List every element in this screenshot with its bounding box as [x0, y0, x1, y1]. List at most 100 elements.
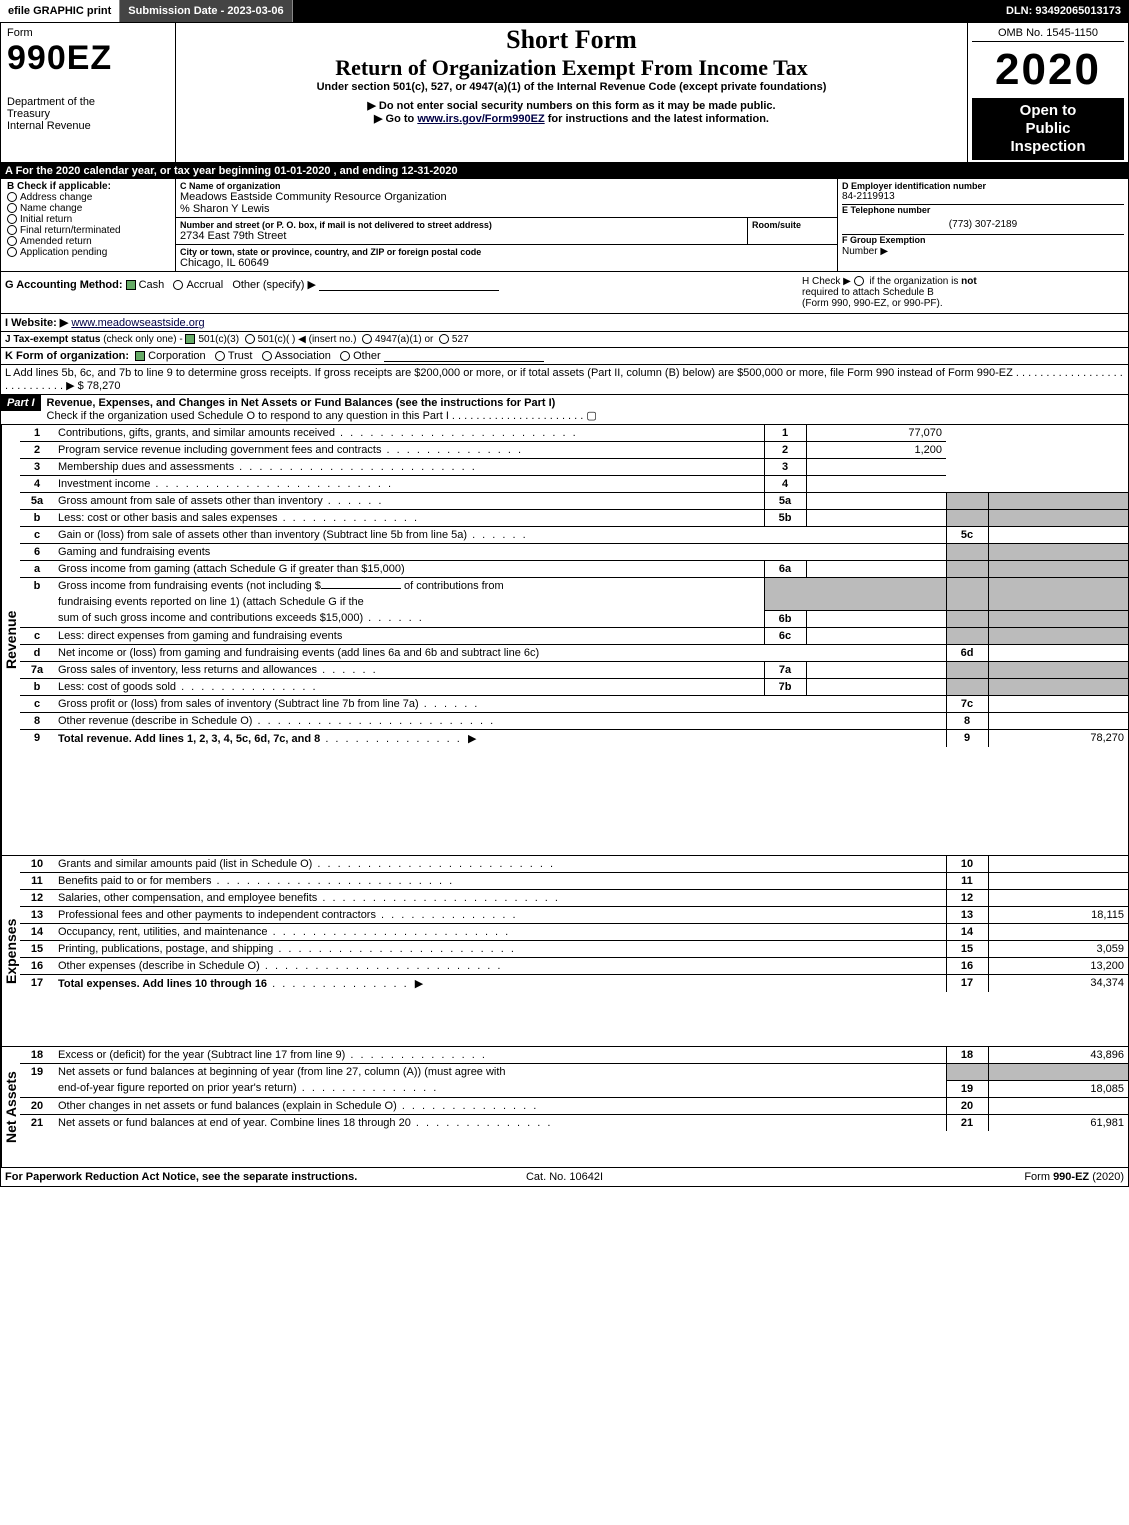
h-pre: H Check ▶ [802, 276, 851, 287]
amt-13: 18,115 [988, 907, 1128, 924]
chk-pending[interactable]: Application pending [7, 247, 169, 258]
iamt-6b[interactable] [806, 610, 946, 627]
top-bar: efile GRAPHIC print Submission Date - 20… [0, 0, 1129, 22]
iamt-6a[interactable] [806, 561, 946, 578]
vlabel-netassets: Net Assets [1, 1047, 20, 1167]
section-h: H Check ▶ if the organization is not req… [798, 272, 1128, 313]
f-label2: Number ▶ [842, 246, 888, 257]
chk-h[interactable] [854, 276, 864, 286]
chk-initial-label: Initial return [20, 214, 72, 225]
omb-year-box: OMB No. 1545-1150 2020 Open to Public In… [968, 23, 1128, 162]
txt-6: Gaming and fundraising events [54, 544, 946, 561]
iamt-5a[interactable] [806, 493, 946, 510]
iamt-7a[interactable] [806, 661, 946, 678]
box-3: 3 [764, 459, 806, 476]
chk-trust[interactable] [215, 351, 225, 361]
part1-check: Check if the organization used Schedule … [47, 410, 597, 422]
iamt-7b[interactable] [806, 678, 946, 695]
ln-13: 13 [20, 907, 54, 924]
chk-amended[interactable]: Amended return [7, 236, 169, 247]
chk-name-label: Name change [20, 203, 82, 214]
txt-10: Grants and similar amounts paid (list in… [54, 856, 946, 873]
sh-7a [946, 661, 988, 678]
city: Chicago, IL 60649 [180, 257, 833, 269]
chk-final[interactable]: Final return/terminated [7, 225, 169, 236]
sh-6c [946, 627, 988, 644]
ibox-7b: 7b [764, 678, 806, 695]
chk-assoc[interactable] [262, 351, 272, 361]
txt-9: Total revenue. Add lines 1, 2, 3, 4, 5c,… [58, 733, 320, 745]
chk-address[interactable]: Address change [7, 192, 169, 203]
inspection: Inspection [974, 138, 1122, 156]
iamt-5b[interactable] [806, 510, 946, 527]
chk-4947[interactable] [362, 334, 372, 344]
part1-title: Revenue, Expenses, and Changes in Net As… [47, 397, 556, 409]
goto-link[interactable]: www.irs.gov/Form990EZ [417, 113, 544, 125]
tax-year: 2020 [972, 42, 1124, 98]
row-4: 4Investment income4 [20, 476, 1128, 493]
row-6c: cLess: direct expenses from gaming and f… [20, 627, 1128, 644]
section-i: I Website: ▶ www.meadowseastside.org [1, 314, 1128, 332]
amt-18: 43,896 [988, 1047, 1128, 1064]
chk-address-label: Address change [20, 192, 92, 203]
chk-name[interactable]: Name change [7, 203, 169, 214]
expenses-section: Expenses 10Grants and similar amounts pa… [1, 855, 1128, 1046]
amt-19: 18,085 [988, 1080, 1128, 1097]
other-blank[interactable] [319, 290, 499, 291]
goto-pre: ▶ Go to [374, 113, 417, 125]
chk-527[interactable] [439, 334, 449, 344]
ln-17: 17 [20, 975, 54, 993]
chk-other[interactable] [340, 351, 350, 361]
box-2: 2 [764, 442, 806, 459]
txt-8: Other revenue (describe in Schedule O) [54, 712, 946, 729]
dept-line1: Department of the [7, 96, 169, 108]
txt-21: Net assets or fund balances at end of ye… [54, 1114, 946, 1131]
box-7c: 7c [946, 695, 988, 712]
ln-21: 21 [20, 1114, 54, 1131]
row-14: 14Occupancy, rent, utilities, and mainte… [20, 924, 1128, 941]
blank-6b[interactable] [321, 588, 401, 589]
k-trust: Trust [228, 350, 253, 362]
chk-initial[interactable]: Initial return [7, 214, 169, 225]
website-link[interactable]: www.meadowseastside.org [71, 317, 204, 329]
k-other-blank[interactable] [384, 361, 544, 362]
txt-19b: end-of-year figure reported on prior yea… [54, 1080, 946, 1097]
txt-19a: Net assets or fund balances at beginning… [54, 1064, 946, 1081]
sh-5a2 [988, 493, 1128, 510]
efile-print[interactable]: efile GRAPHIC print [0, 0, 120, 22]
row-19b: end-of-year figure reported on prior yea… [20, 1080, 1128, 1097]
j-o3: 4947(a)(1) or [375, 334, 433, 345]
city-label: City or town, state or province, country… [180, 247, 833, 257]
f-group: F Group Exemption Number ▶ [842, 235, 1124, 257]
chk-corp[interactable] [135, 351, 145, 361]
chk-accrual[interactable] [173, 280, 183, 290]
chk-501c3[interactable] [185, 334, 195, 344]
row-10: 10Grants and similar amounts paid (list … [20, 856, 1128, 873]
amt-5c [988, 527, 1128, 544]
vlabel-revenue: Revenue [1, 425, 20, 855]
sh-6b-i2 [806, 578, 946, 595]
ln-7b: b [20, 678, 54, 695]
pct-name: % Sharon Y Lewis [180, 203, 833, 215]
chk-amended-label: Amended return [20, 236, 92, 247]
bcd-row: B Check if applicable: Address change Na… [1, 179, 1128, 272]
row-19a: 19Net assets or fund balances at beginni… [20, 1064, 1128, 1081]
row-7a: 7aGross sales of inventory, less returns… [20, 661, 1128, 678]
form-id-box: Form 990EZ Department of the Treasury In… [1, 23, 176, 162]
e-label: E Telephone number [842, 205, 1124, 215]
footer-left: For Paperwork Reduction Act Notice, see … [5, 1171, 378, 1183]
j-sub: (check only one) - [103, 334, 182, 345]
txt-2: Program service revenue including govern… [54, 442, 764, 459]
ln-10: 10 [20, 856, 54, 873]
row-6b2: fundraising events reported on line 1) (… [20, 594, 1128, 610]
row-7c: cGross profit or (loss) from sales of in… [20, 695, 1128, 712]
ln-20: 20 [20, 1097, 54, 1114]
part1-header: Part I Revenue, Expenses, and Changes in… [1, 394, 1128, 425]
row-18: 18Excess or (deficit) for the year (Subt… [20, 1047, 1128, 1064]
box-18: 18 [946, 1047, 988, 1064]
box-11: 11 [946, 873, 988, 890]
chk-cash[interactable] [126, 280, 136, 290]
chk-501c[interactable] [245, 334, 255, 344]
iamt-6c[interactable] [806, 627, 946, 644]
sh-5b2 [988, 510, 1128, 527]
